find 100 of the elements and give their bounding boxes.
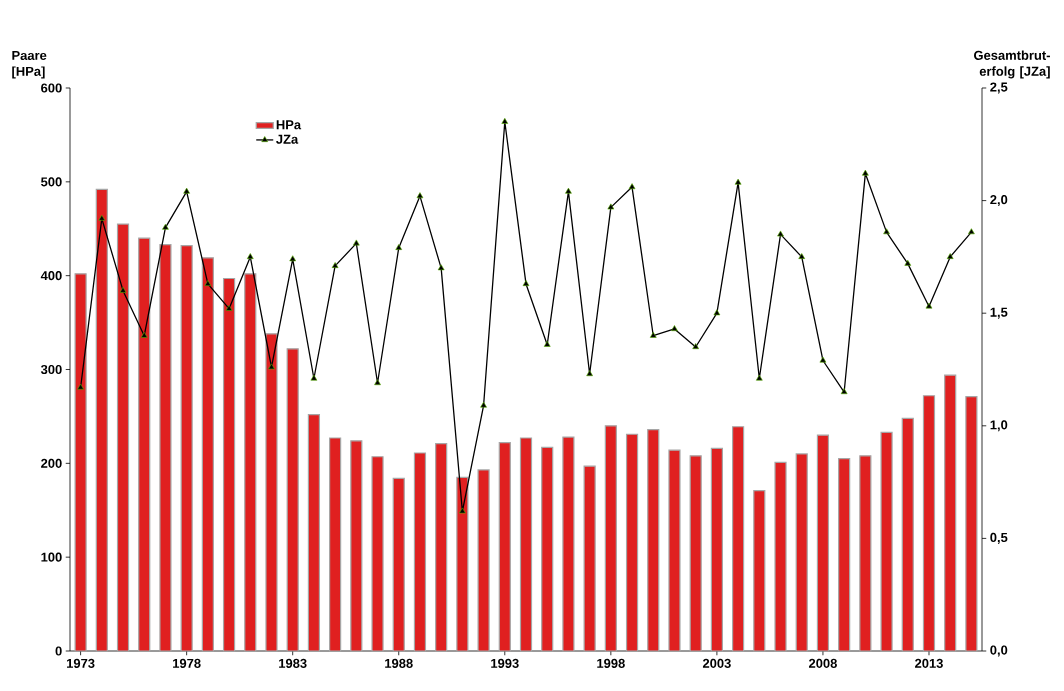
- bar: [795, 453, 808, 652]
- bar: [604, 425, 617, 652]
- bar: [392, 477, 405, 652]
- bar: [138, 237, 151, 652]
- bar: [901, 417, 914, 652]
- y2-tick-label: 0,0: [990, 645, 1008, 657]
- bar: [180, 245, 193, 652]
- point: [98, 214, 106, 221]
- y2-tick-label: 1,0: [990, 420, 1008, 432]
- bar: [816, 434, 830, 652]
- point: [628, 183, 636, 190]
- bar: [625, 433, 639, 652]
- point: [607, 203, 615, 210]
- y-tick-label: 500: [41, 177, 62, 187]
- bar: [668, 449, 681, 652]
- point: [755, 374, 763, 381]
- point: [501, 117, 509, 124]
- bar: [307, 413, 321, 652]
- bar: [329, 437, 342, 652]
- y2-axis-title: Gesamtbrut-erfolg [JZa]: [974, 50, 1050, 79]
- bar: [753, 489, 766, 652]
- bar: [838, 458, 851, 652]
- bar: [498, 442, 511, 652]
- point: [862, 169, 869, 176]
- point: [183, 187, 190, 194]
- point: [840, 388, 848, 395]
- bar: [562, 436, 575, 652]
- point: [268, 363, 275, 370]
- y-tick-label: 200: [41, 458, 62, 468]
- point: [353, 239, 360, 246]
- y-tick-label: 400: [40, 271, 62, 281]
- bar: [541, 446, 554, 652]
- bar: [95, 188, 108, 652]
- y2-tick-label: 1,5: [990, 307, 1008, 319]
- point: [777, 230, 784, 237]
- bar: [201, 257, 214, 652]
- bar: [922, 395, 936, 652]
- x-tick-label: 1983: [279, 658, 307, 668]
- bar: [859, 455, 872, 652]
- bar: [477, 469, 490, 652]
- bar: [222, 277, 236, 652]
- x-tick-label: 1988: [385, 658, 413, 668]
- point: [522, 280, 530, 286]
- point: [77, 383, 84, 390]
- point: [395, 244, 403, 250]
- point: [374, 379, 381, 386]
- bar: [413, 452, 427, 652]
- point: [671, 325, 678, 331]
- point: [713, 309, 721, 316]
- y-tick-label: 100: [41, 552, 62, 562]
- point: [331, 262, 339, 268]
- point: [543, 340, 551, 347]
- point: [819, 356, 827, 363]
- point: [649, 331, 657, 338]
- x-tick-label: 1978: [173, 658, 201, 668]
- point: [883, 228, 890, 235]
- x-tick-label: 1993: [491, 658, 519, 668]
- y-axis-title: Paare [HPa]: [12, 50, 47, 79]
- point: [437, 264, 445, 271]
- bar: [456, 476, 469, 652]
- point: [310, 374, 318, 381]
- point: [204, 280, 212, 286]
- bar: [710, 447, 723, 652]
- bar: [244, 273, 257, 652]
- point: [480, 401, 487, 408]
- bar: [519, 437, 533, 652]
- point: [225, 304, 233, 311]
- y-tick-label: 300: [40, 364, 62, 375]
- y2-tick-label: 0,5: [990, 532, 1008, 544]
- x-tick-label: 1973: [67, 658, 95, 668]
- point: [798, 253, 806, 259]
- point: [734, 178, 742, 185]
- point: [586, 370, 593, 377]
- y-tick-label: 0: [55, 646, 62, 656]
- y-tick-label: 600: [41, 83, 62, 93]
- bar: [880, 431, 893, 652]
- point: [968, 228, 975, 235]
- bar: [965, 396, 978, 652]
- point: [289, 255, 297, 262]
- x-tick-label: 1998: [597, 658, 625, 668]
- bar: [286, 348, 299, 652]
- point: [904, 259, 912, 266]
- point: [925, 302, 933, 309]
- legend-label: HPa: [276, 120, 302, 130]
- bar: [350, 440, 363, 652]
- point: [162, 223, 169, 230]
- point: [459, 507, 466, 514]
- point: [416, 192, 424, 199]
- point: [140, 331, 148, 338]
- bar: [732, 426, 745, 652]
- point: [692, 343, 699, 350]
- bar: [116, 223, 130, 652]
- x-tick-label: 2013: [915, 658, 943, 668]
- bar: [647, 428, 660, 652]
- x-tick-label: 2008: [808, 658, 837, 668]
- bar: [159, 244, 172, 652]
- bar: [944, 374, 957, 652]
- bar: [265, 333, 278, 652]
- bar: [689, 455, 702, 652]
- point: [246, 253, 254, 259]
